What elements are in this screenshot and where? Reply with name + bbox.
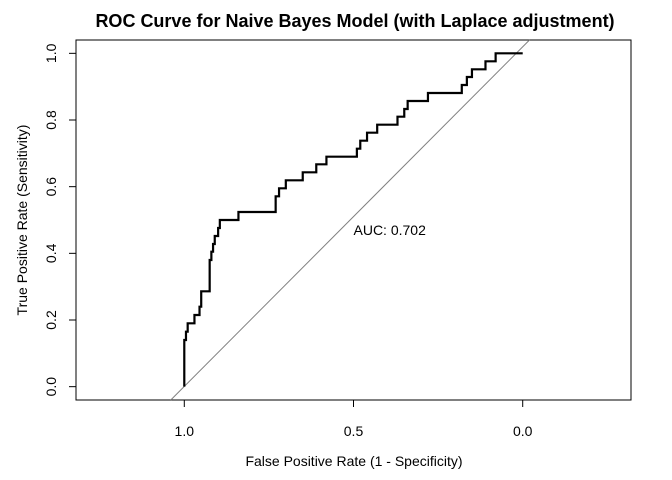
y-tick-label: 1.0: [43, 43, 59, 63]
x-tick-label: 0.5: [344, 423, 364, 439]
y-tick-label: 0.8: [43, 110, 59, 130]
roc-curve-line: [183, 52, 523, 387]
y-tick-label: 0.4: [43, 243, 59, 263]
x-axis-label: False Positive Rate (1 - Specificity): [245, 453, 462, 469]
y-axis: 0.0 0.2 0.4 0.6 0.8 1.0: [43, 43, 77, 397]
y-tick-label: 0.6: [43, 177, 59, 197]
y-axis-label: True Positive Rate (Sensitivity): [14, 125, 30, 316]
reference-diagonal-line: [170, 39, 530, 401]
x-tick-label: 1.0: [175, 423, 195, 439]
y-tick-label: 0.2: [43, 310, 59, 330]
x-axis: 1.0 0.5 0.0: [175, 399, 533, 439]
y-tick-label: 0.0: [43, 377, 59, 397]
chart-title: ROC Curve for Naive Bayes Model (with La…: [95, 11, 614, 31]
plot-frame: [75, 39, 632, 401]
x-tick-label: 0.0: [513, 423, 533, 439]
auc-annotation: AUC: 0.702: [354, 222, 427, 238]
